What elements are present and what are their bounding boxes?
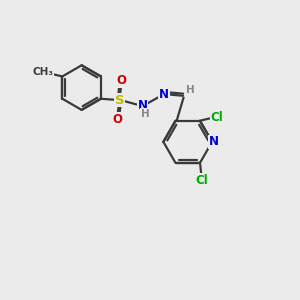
Text: CH₃: CH₃: [32, 67, 53, 77]
Text: H: H: [186, 85, 195, 95]
Text: O: O: [112, 113, 122, 126]
Text: O: O: [117, 74, 127, 87]
Text: H: H: [141, 109, 149, 119]
Text: N: N: [208, 135, 219, 148]
Text: Cl: Cl: [195, 174, 208, 187]
Text: N: N: [159, 88, 169, 101]
Text: Cl: Cl: [211, 111, 224, 124]
Text: N: N: [138, 99, 148, 112]
Text: S: S: [115, 94, 124, 107]
